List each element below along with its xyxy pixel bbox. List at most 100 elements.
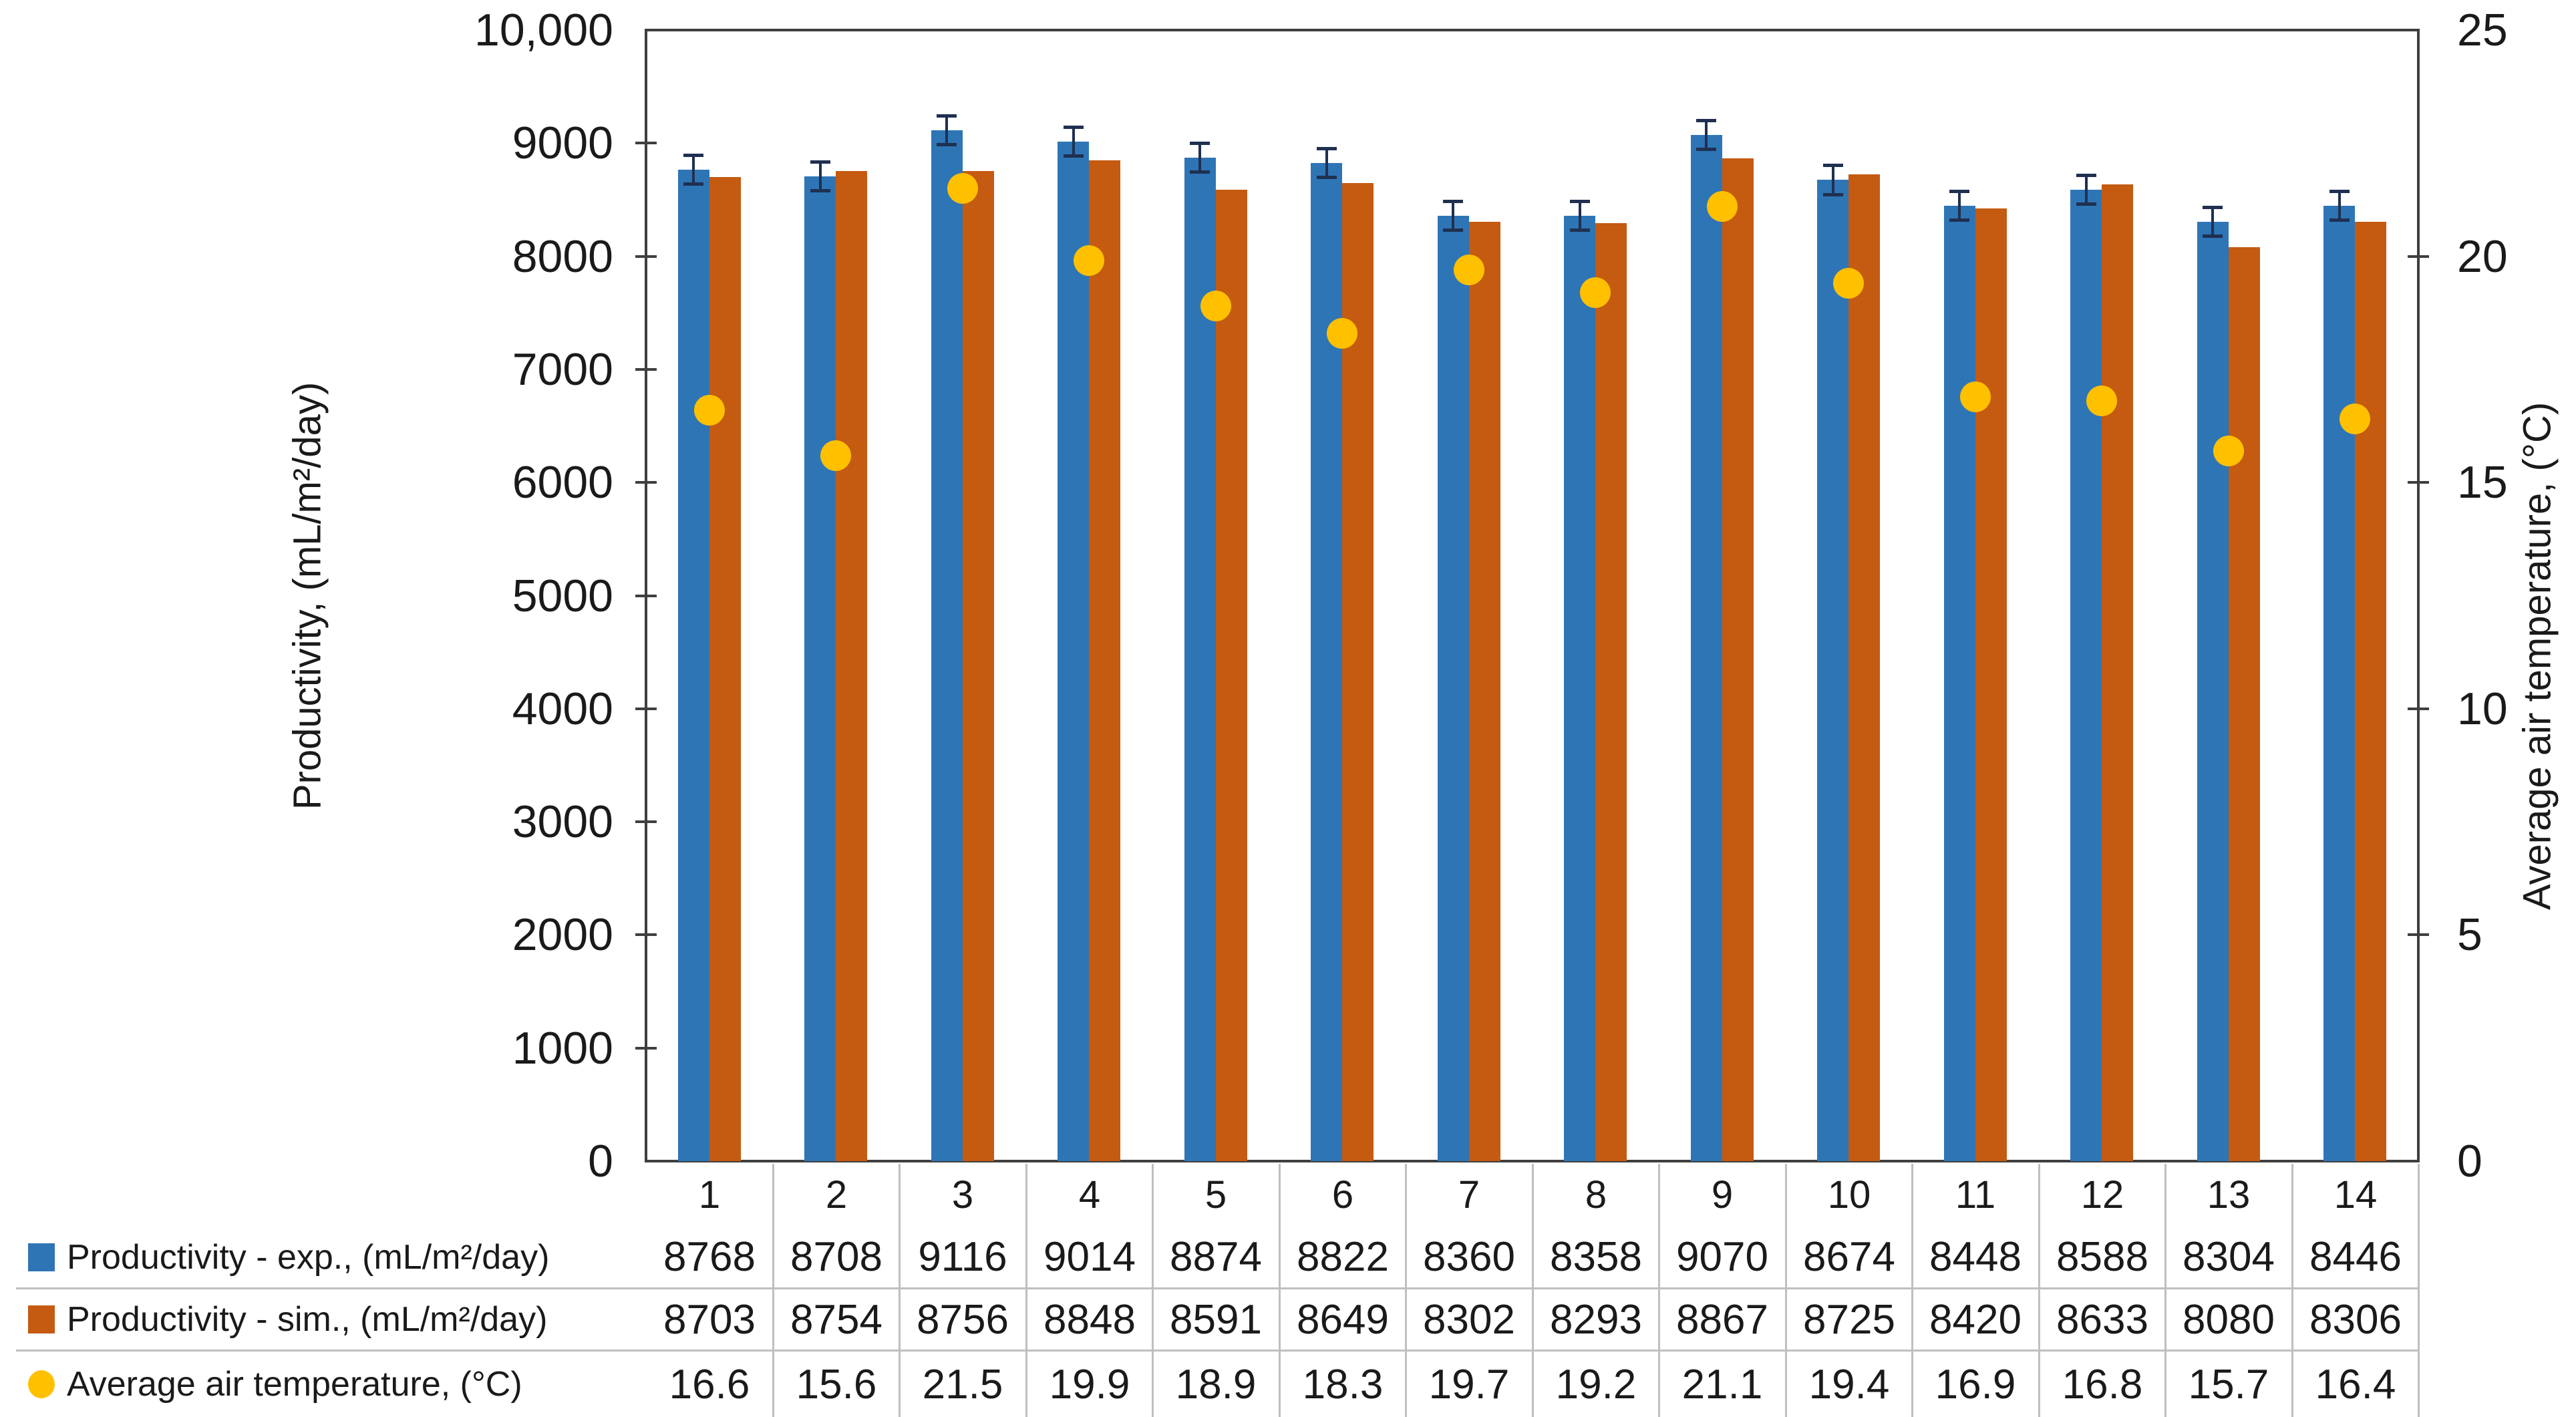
table-column-separator xyxy=(1152,1164,1154,1417)
table-row: Average air temperature, (°C) 16.6 15.6 21.… xyxy=(0,1352,2576,1417)
table-value: 8674 xyxy=(1803,1234,1895,1280)
right-tick-label: 10 xyxy=(2457,683,2508,734)
right-tick-label: 15 xyxy=(2457,457,2508,508)
temp-dot xyxy=(1707,191,1738,222)
table-value: 19.9 xyxy=(1049,1361,1130,1408)
x-tick-label: 10 xyxy=(1827,1172,1871,1217)
table-column-separator xyxy=(899,1164,901,1417)
table-value: 19.7 xyxy=(1428,1361,1510,1408)
error-bar xyxy=(945,116,948,145)
bar-exp xyxy=(678,170,709,1161)
error-bar-cap-bottom xyxy=(2203,234,2223,238)
error-bar-cap-top xyxy=(2203,206,2223,209)
temp-dot xyxy=(1580,277,1611,308)
bar-sim xyxy=(2229,247,2260,1161)
left-tick-label: 8000 xyxy=(512,231,613,282)
table-value: 18.3 xyxy=(1302,1361,1384,1408)
table-column-separator xyxy=(1658,1164,1660,1417)
table-value: 8708 xyxy=(790,1234,882,1280)
series-name: Average air temperature, (°C) xyxy=(67,1365,522,1404)
table-column-separator xyxy=(1911,1164,1913,1417)
bar-sim xyxy=(1975,208,2007,1161)
legend-key-temp-icon xyxy=(28,1370,55,1398)
table-value: 19.4 xyxy=(1808,1361,1890,1408)
bar-exp xyxy=(1058,142,1089,1161)
error-bar xyxy=(1198,143,1201,172)
x-tick-label: 5 xyxy=(1204,1172,1227,1217)
error-bar xyxy=(1072,127,1075,156)
error-bar-cap-bottom xyxy=(1823,193,1843,196)
left-tick-label: 5000 xyxy=(512,571,613,621)
table-value: 9116 xyxy=(918,1234,1007,1280)
table-value: 19.2 xyxy=(1555,1361,1637,1408)
table-value: 8874 xyxy=(1170,1234,1262,1280)
temp-dot xyxy=(2213,436,2244,466)
table-value: 8867 xyxy=(1676,1296,1768,1343)
table-value: 15.6 xyxy=(796,1361,877,1408)
table-row: Productivity - exp., (mL/m²/day) 8768 8708… xyxy=(0,1227,2576,1287)
error-bar-cap-bottom xyxy=(2329,218,2350,222)
error-bar-cap-top xyxy=(1317,147,1337,150)
right-tick-label: 0 xyxy=(2457,1136,2482,1187)
legend-key-sim-icon xyxy=(28,1305,55,1333)
table-value: 8358 xyxy=(1550,1234,1642,1280)
table-value: 8420 xyxy=(1929,1296,2022,1343)
left-tick-label: 4000 xyxy=(512,683,613,734)
error-bar xyxy=(692,155,695,184)
bar-exp xyxy=(1564,216,1595,1161)
x-tick-label: 9 xyxy=(1711,1172,1734,1217)
bar-sim xyxy=(1595,223,1627,1161)
table-value: 8725 xyxy=(1803,1296,1895,1343)
right-tick-label: 20 xyxy=(2457,231,2508,282)
x-tick-label: 7 xyxy=(1458,1172,1480,1217)
table-row: Productivity - sim., (mL/m²/day) 8703 8754… xyxy=(0,1289,2576,1350)
left-tick-label: 9000 xyxy=(512,118,613,168)
table-value: 9070 xyxy=(1676,1234,1768,1280)
left-tick-label: 1000 xyxy=(512,1023,613,1074)
x-tick-label: 14 xyxy=(2333,1172,2378,1217)
table-value: 8293 xyxy=(1550,1296,1642,1343)
left-tick-label: 0 xyxy=(588,1136,613,1187)
bar-exp xyxy=(1944,206,1975,1161)
error-bar-cap-bottom xyxy=(1317,176,1337,179)
bar-sim xyxy=(2102,184,2133,1161)
error-bar-cap-bottom xyxy=(810,189,830,192)
table-value: 8756 xyxy=(917,1296,1009,1343)
bar-exp xyxy=(804,176,836,1161)
table-column-separator xyxy=(2164,1164,2166,1417)
temp-dot xyxy=(694,395,725,426)
error-bar xyxy=(2211,207,2214,237)
table-value: 8633 xyxy=(2056,1296,2148,1343)
table-column-separator xyxy=(2038,1164,2040,1417)
table-column-separator xyxy=(1279,1164,1281,1417)
error-bar-cap-bottom xyxy=(2076,202,2096,206)
error-bar xyxy=(1958,191,1961,220)
error-bar xyxy=(1452,201,1454,230)
left-axis-tick xyxy=(635,933,657,936)
bar-exp xyxy=(931,130,963,1161)
table-value: 9014 xyxy=(1043,1234,1136,1280)
error-bar-cap-bottom xyxy=(1696,148,1716,151)
error-bar-cap-top xyxy=(1190,142,1210,145)
bar-sim xyxy=(709,177,741,1161)
error-bar-cap-top xyxy=(1443,200,1463,203)
error-bar-cap-top xyxy=(810,160,830,164)
table-value: 16.4 xyxy=(2315,1361,2396,1408)
x-tick-label: 13 xyxy=(2207,1172,2251,1217)
table-value: 18.9 xyxy=(1175,1361,1257,1408)
bar-sim xyxy=(1469,222,1500,1161)
table-value: 21.1 xyxy=(1681,1361,1763,1408)
x-tick-label: 12 xyxy=(2080,1172,2124,1217)
temp-dot xyxy=(947,173,978,204)
left-tick-label: 7000 xyxy=(512,344,613,395)
bar-sim xyxy=(1848,174,1880,1161)
right-axis-tick xyxy=(2408,255,2429,258)
x-tick-label: 1 xyxy=(698,1172,721,1217)
bar-exp xyxy=(2070,190,2102,1161)
table-column-separator xyxy=(1405,1164,1407,1417)
series-name: Productivity - exp., (mL/m²/day) xyxy=(67,1237,550,1277)
temp-dot xyxy=(1960,381,1991,412)
table-value: 8822 xyxy=(1297,1234,1389,1280)
table-value: 8360 xyxy=(1423,1234,1515,1280)
